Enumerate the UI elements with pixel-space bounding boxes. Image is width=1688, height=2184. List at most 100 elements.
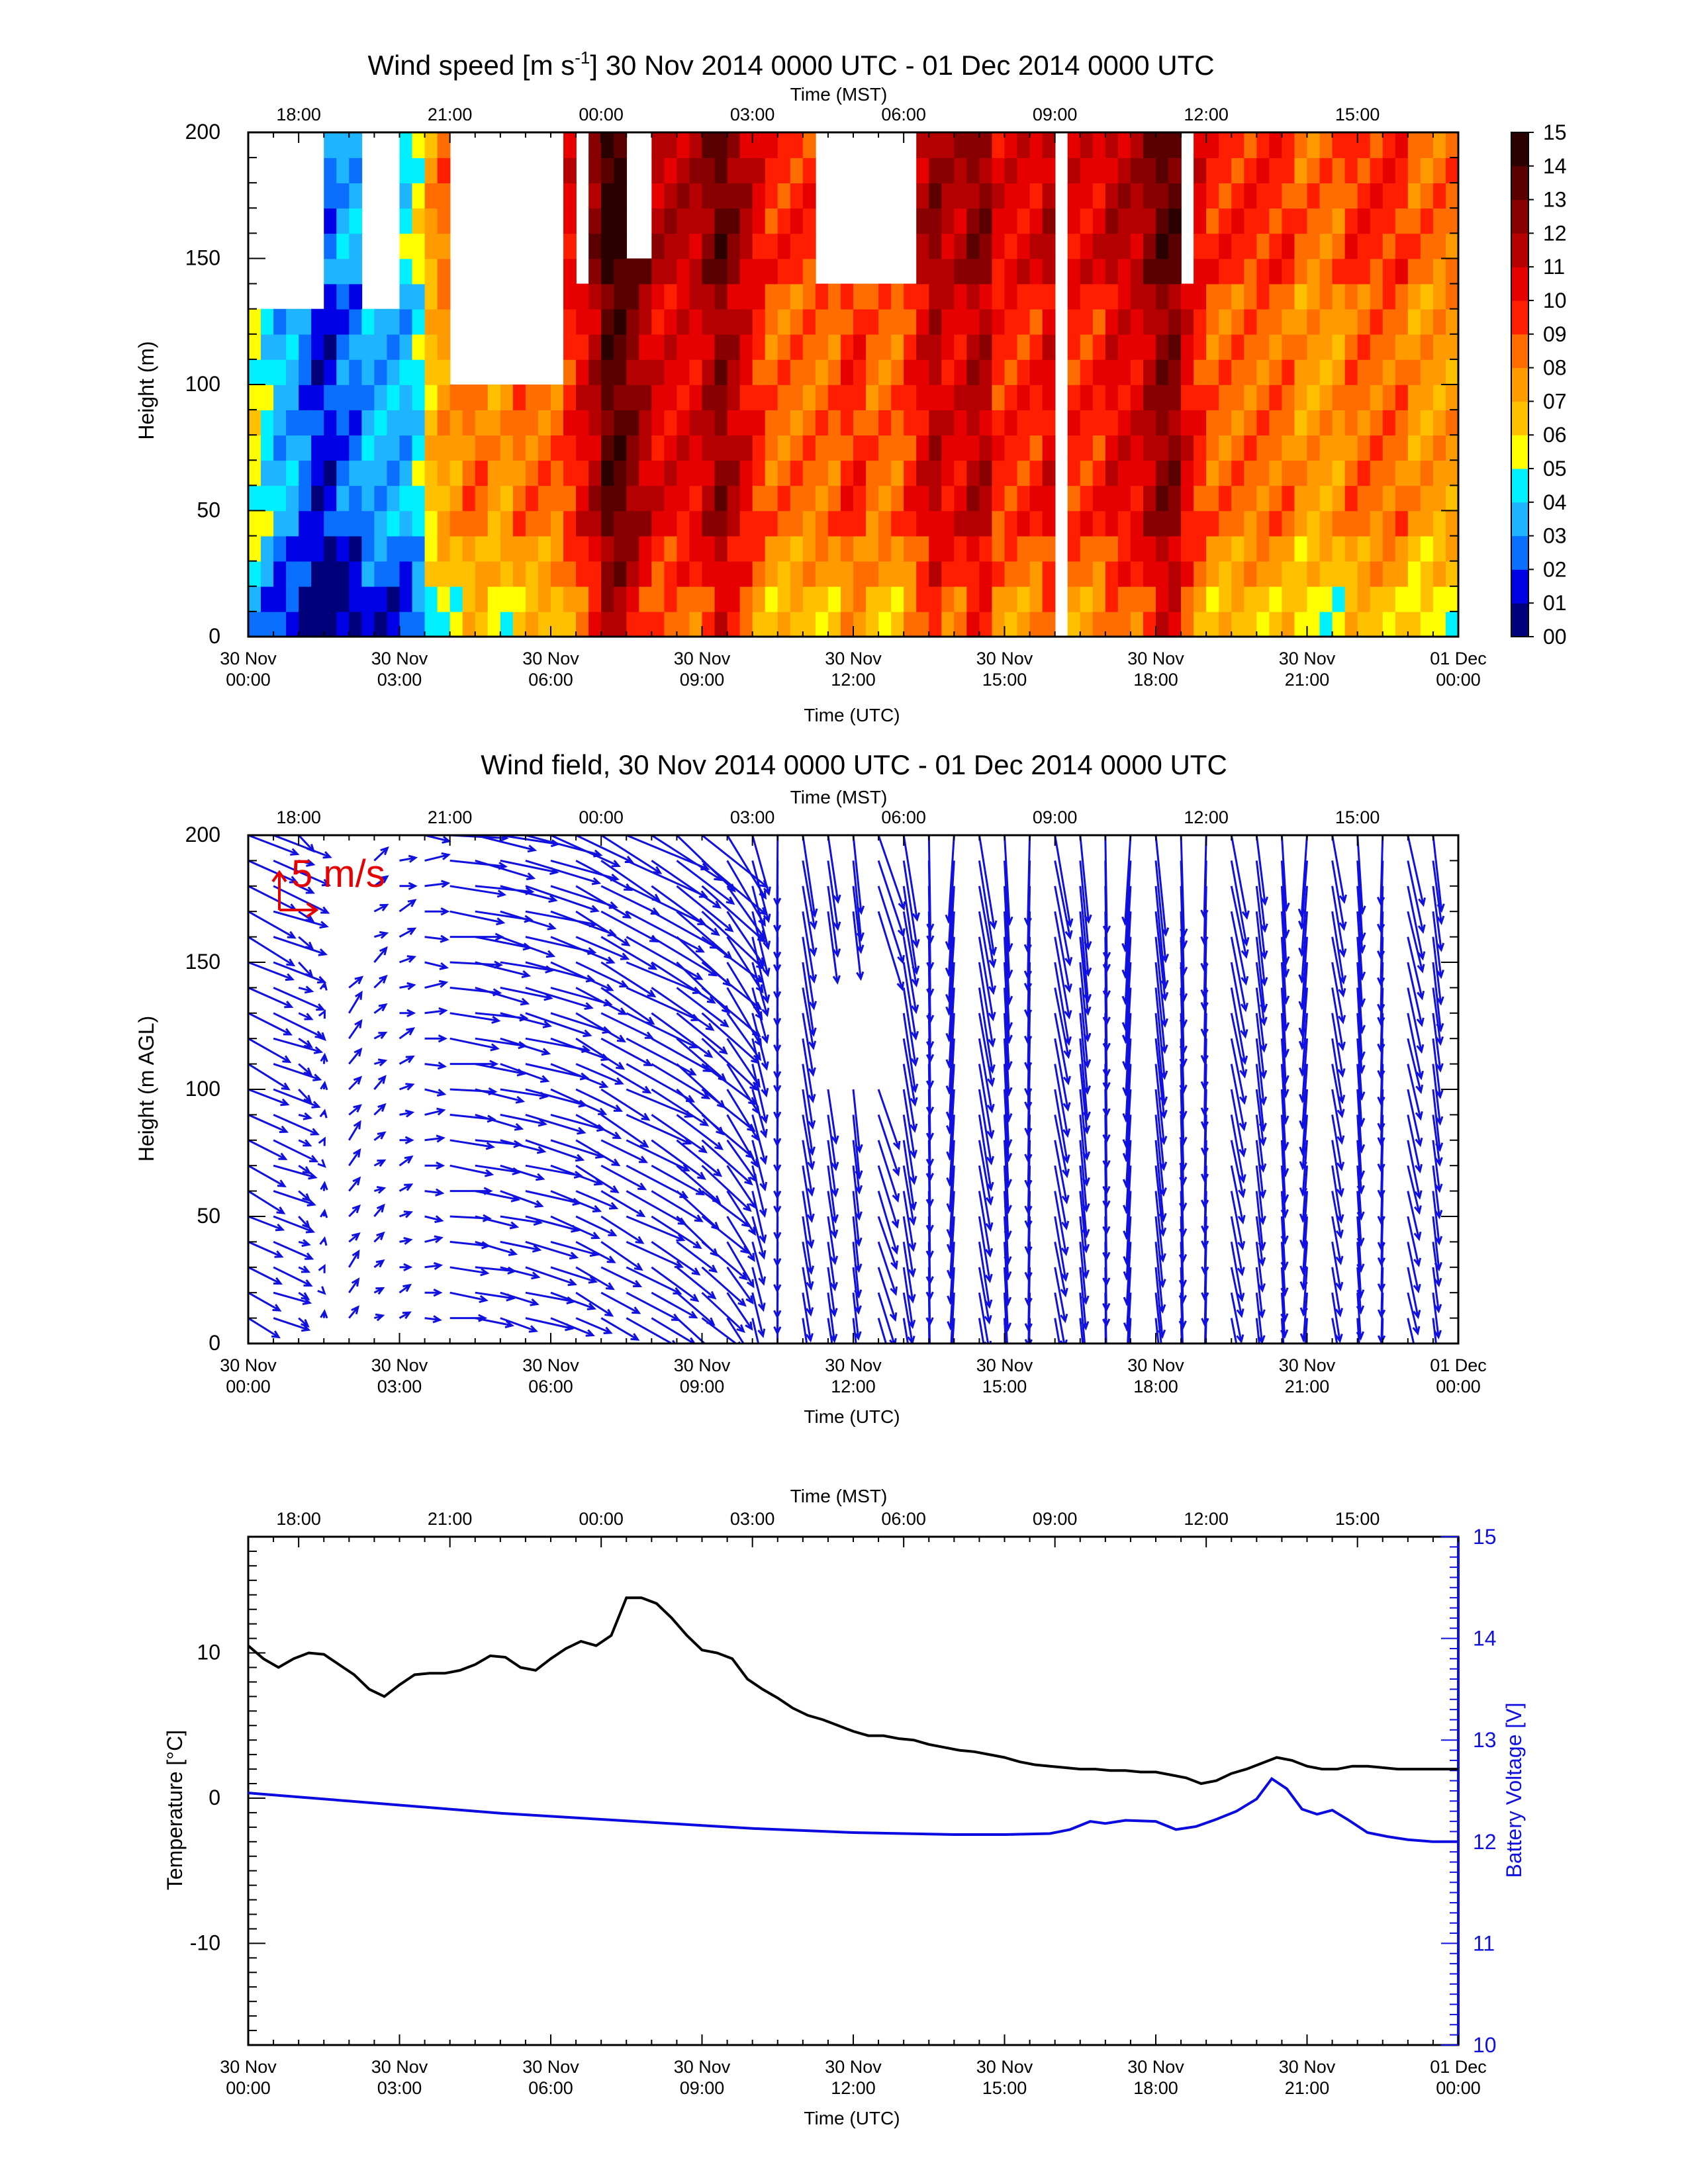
x-tick-label-date: 30 Nov: [522, 2057, 579, 2077]
heatmap-cell: [563, 183, 577, 209]
heatmap-cell: [689, 460, 703, 486]
heatmap-cell: [1282, 359, 1295, 385]
wind-vector-arrow: [877, 1241, 898, 1297]
heatmap-cell: [853, 561, 867, 587]
heatmap-cell: [1269, 158, 1283, 183]
heatmap-cell: [487, 460, 501, 486]
heatmap-cell: [1420, 460, 1434, 486]
heatmap-cell: [1407, 385, 1421, 410]
x2-tick-label: 18:00: [276, 807, 321, 827]
heatmap-cell: [1029, 410, 1043, 435]
heatmap-cell: [966, 183, 980, 209]
heatmap-cell: [802, 334, 816, 360]
heatmap-cell: [1156, 359, 1169, 385]
x2-tick-label: 00:00: [579, 105, 624, 124]
wind-vector-arrow: [575, 987, 628, 1015]
heatmap-cell: [702, 208, 716, 234]
wind-vector-arrow: [1154, 1293, 1162, 1343]
heatmap-cell: [349, 460, 363, 486]
wind-vector-arrow: [500, 1291, 539, 1306]
heatmap-cell: [1256, 183, 1270, 209]
heatmap-cell: [992, 586, 1006, 612]
heatmap-cell: [512, 385, 526, 410]
y-tick-label: 0: [209, 1786, 220, 1809]
heatmap-cell: [916, 208, 930, 234]
heatmap-cell: [1017, 158, 1031, 183]
heatmap-cell: [1382, 258, 1396, 285]
wind-vector-arrow: [626, 1215, 686, 1242]
heatmap-cell: [374, 586, 388, 612]
heatmap-cell: [941, 258, 955, 285]
heatmap-cell: [840, 334, 854, 360]
wind-vector-arrow: [726, 1292, 753, 1331]
wind-vector-arrow: [852, 1293, 862, 1341]
wind-vector-arrow: [424, 1161, 445, 1170]
wind-vector-arrow: [500, 1190, 544, 1208]
heatmap-cell: [714, 334, 728, 360]
heatmap-cell: [588, 308, 602, 335]
heatmap-cell: [866, 334, 879, 360]
heatmap-cell: [727, 460, 741, 486]
heatmap-cell: [324, 183, 338, 209]
heatmap-cell: [349, 208, 363, 234]
heatmap-cell: [1269, 435, 1283, 461]
wind-vector-arrow: [827, 1267, 838, 1318]
heatmap-cell: [1130, 510, 1144, 537]
heatmap-cell: [765, 460, 778, 486]
heatmap-cell: [412, 460, 426, 486]
x-tick-label-date: 30 Nov: [220, 2057, 277, 2077]
heatmap-cell: [840, 586, 854, 612]
heatmap-cell: [1143, 158, 1156, 183]
heatmap-cell: [651, 460, 665, 486]
heatmap-cell: [399, 611, 413, 637]
heatmap-cell: [1143, 535, 1156, 562]
heatmap-cell: [765, 535, 778, 562]
heatmap-cell: [1092, 183, 1106, 209]
heatmap-cell: [361, 359, 375, 385]
heatmap-cell: [614, 460, 628, 486]
heatmap-cell: [1382, 586, 1396, 612]
heatmap-cell: [336, 586, 350, 612]
wind-vector-arrow: [348, 1075, 363, 1091]
heatmap-cell: [349, 359, 363, 385]
heatmap-cell: [563, 233, 577, 259]
y-tick-label: 200: [185, 823, 220, 846]
wind-vector-arrow: [1407, 1191, 1422, 1242]
heatmap-cell: [1432, 233, 1446, 259]
heatmap-cell: [677, 359, 690, 385]
wind-vector-arrow: [827, 1293, 838, 1343]
wind-vector-arrow: [751, 1292, 766, 1338]
wind-vector-arrow: [1280, 936, 1290, 1005]
heatmap-cell: [1332, 586, 1346, 612]
x2-tick-label: 09:00: [1033, 807, 1078, 827]
x-tick-label-date: 30 Nov: [1127, 649, 1184, 668]
heatmap-cell: [1143, 561, 1156, 587]
wind-vector-arrow: [877, 1140, 900, 1203]
heatmap-cell: [626, 586, 640, 612]
wind-vector-arrow: [550, 1164, 604, 1186]
heatmap-cell: [1370, 359, 1383, 385]
heatmap-cell: [689, 158, 703, 183]
x-tick-label-time: 12:00: [831, 2078, 876, 2098]
heatmap-cell: [1344, 561, 1358, 587]
heatmap-cell: [1194, 510, 1207, 537]
heatmap-cell: [1319, 561, 1333, 587]
heatmap-cell: [802, 308, 816, 335]
heatmap-cell: [651, 233, 665, 259]
heatmap-cell: [1382, 410, 1396, 435]
heatmap-cell: [752, 561, 766, 587]
x-tick-label-time: 00:00: [226, 670, 271, 690]
heatmap-cell: [563, 283, 577, 310]
x-tick-label-date: 30 Nov: [220, 649, 277, 668]
heatmap-cell: [840, 283, 854, 310]
heatmap-cell: [1269, 308, 1283, 335]
heatmap-cell: [1194, 258, 1207, 285]
heatmap-cell: [878, 485, 892, 512]
wind-vector-arrow: [298, 858, 316, 867]
heatmap-cell: [966, 435, 980, 461]
heatmap-cell: [626, 510, 640, 537]
wind-vector-arrow: [877, 1165, 900, 1229]
x2-tick-label: 06:00: [881, 105, 926, 124]
heatmap-cell: [437, 561, 451, 587]
wind-vector-arrow: [424, 1289, 443, 1297]
